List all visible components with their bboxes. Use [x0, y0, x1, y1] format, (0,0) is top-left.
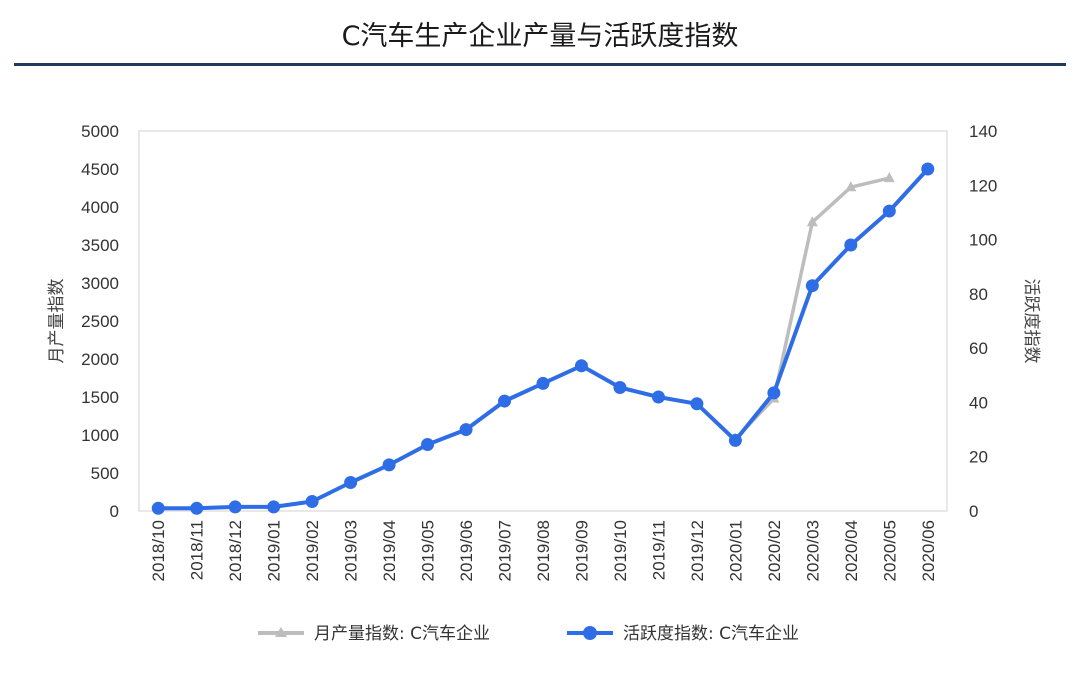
- data-point-activity: [498, 394, 512, 408]
- data-point-activity: [305, 495, 319, 508]
- left-tick-label: 4500: [81, 160, 119, 179]
- title-divider: [14, 63, 1066, 66]
- left-tick-label: 3500: [81, 236, 119, 255]
- left-tick-label: 500: [91, 464, 119, 483]
- left-tick-label: 5000: [81, 122, 119, 141]
- x-tick-label: 2019/06: [457, 520, 476, 581]
- data-point-activity: [651, 390, 665, 404]
- right-tick-label: 100: [969, 231, 997, 250]
- left-tick-label: 0: [110, 502, 119, 521]
- x-tick-label: 2019/10: [611, 520, 630, 581]
- legend-label-production: 月产量指数: C汽车企业: [314, 624, 490, 644]
- left-tick-label: 2500: [81, 312, 119, 331]
- x-tick-label: 2019/07: [496, 520, 515, 581]
- right-tick-label: 140: [969, 122, 997, 141]
- data-point-activity: [613, 381, 627, 394]
- x-tick-label: 2020/01: [726, 520, 745, 581]
- x-tick-label: 2020/05: [880, 520, 899, 581]
- x-tick-label: 2018/11: [188, 520, 207, 580]
- right-tick-label: 20: [969, 448, 988, 467]
- legend: 月产量指数: C汽车企业 活跃度指数: C汽车企业: [258, 624, 799, 644]
- legend-item-production: 月产量指数: C汽车企业: [258, 624, 490, 644]
- data-point-activity: [728, 433, 742, 447]
- x-tick-label: 2019/03: [342, 520, 361, 581]
- data-point-activity: [767, 386, 781, 400]
- right-tick-label: 40: [969, 393, 988, 412]
- data-point-activity: [690, 397, 704, 411]
- left-axis-ticks: 0 500 1000 1500 2000 2500 3000 3500 4000 4500 5000: [81, 122, 119, 521]
- data-point-production: [845, 181, 857, 192]
- right-tick-label: 60: [969, 339, 988, 358]
- x-tick-label: 2019/11: [649, 520, 668, 580]
- x-tick-label: 2020/04: [842, 520, 861, 581]
- data-point-activity: [805, 279, 819, 293]
- x-tick-label: 2020/02: [765, 520, 784, 581]
- x-tick-label: 2019/01: [265, 520, 284, 581]
- data-point-activity: [421, 438, 435, 451]
- data-point-activity: [382, 458, 396, 472]
- left-tick-label: 4000: [81, 198, 119, 217]
- x-tick-label: 2019/12: [688, 520, 707, 581]
- x-tick-label: 2019/08: [534, 520, 553, 581]
- left-tick-label: 1000: [81, 426, 119, 445]
- series-layer: [151, 162, 935, 515]
- left-tick-label: 2000: [81, 350, 119, 369]
- right-axis-ticks: 0 20 40 60 80 100 120 140: [969, 122, 997, 521]
- data-point-production: [883, 172, 895, 183]
- data-point-activity: [344, 476, 358, 489]
- left-tick-label: 1500: [81, 388, 119, 407]
- left-tick-label: 3000: [81, 274, 119, 293]
- legend-marker-activity: [583, 626, 597, 640]
- data-point-activity: [882, 204, 896, 218]
- legend-item-activity: 活跃度指数: C汽车企业: [567, 624, 799, 644]
- x-tick-label: 2019/02: [303, 520, 322, 581]
- page-title: C汽车生产企业产量与活跃度指数: [341, 21, 739, 52]
- x-tick-label: 2018/12: [226, 520, 245, 581]
- data-point-production: [806, 216, 818, 227]
- right-tick-label: 0: [969, 502, 978, 521]
- legend-label-activity: 活跃度指数: C汽车企业: [623, 624, 799, 644]
- right-tick-label: 120: [969, 176, 997, 195]
- data-point-activity: [190, 501, 204, 515]
- data-point-activity: [228, 500, 242, 514]
- data-point-activity: [574, 359, 588, 373]
- data-point-activity: [459, 423, 473, 437]
- legend-marker-production: [275, 627, 287, 637]
- data-point-activity: [151, 501, 165, 515]
- x-tick-label: 2018/10: [149, 520, 168, 581]
- plot-area-frame: [138, 130, 948, 512]
- left-axis-title: 月产量指数: [47, 279, 67, 364]
- data-point-activity: [921, 162, 935, 176]
- x-tick-label: 2020/03: [803, 520, 822, 581]
- x-tick-label: 2019/05: [419, 520, 438, 581]
- right-axis-title: 活跃度指数: [1021, 279, 1041, 364]
- data-point-activity: [844, 238, 858, 252]
- x-tick-label: 2020/06: [919, 520, 938, 581]
- x-tick-label: 2019/09: [572, 520, 591, 581]
- right-tick-label: 80: [969, 285, 988, 304]
- data-point-activity: [267, 500, 281, 514]
- x-tick-label: 2019/04: [380, 520, 399, 581]
- x-axis-ticks: 2018/10 2018/11 2018/12 2019/01 2019/02 2019/…: [149, 520, 938, 581]
- data-point-activity: [536, 376, 550, 390]
